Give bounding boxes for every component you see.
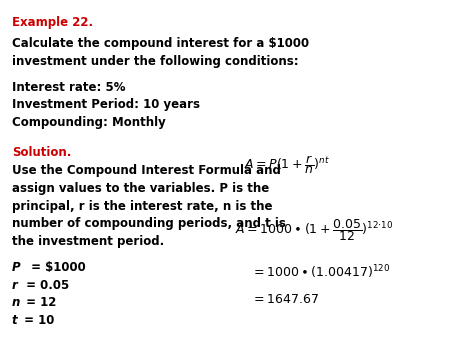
- Text: r: r: [12, 279, 18, 292]
- Text: number of compounding periods, and t is: number of compounding periods, and t is: [12, 217, 286, 230]
- Text: $= 1647.67$: $= 1647.67$: [251, 293, 319, 306]
- Text: investment under the following conditions:: investment under the following condition…: [12, 55, 299, 68]
- Text: $A = 1000\bullet(1+\dfrac{0.05}{12})^{12{\cdot}10}$: $A = 1000\bullet(1+\dfrac{0.05}{12})^{12…: [235, 217, 393, 243]
- Text: Interest rate: 5%: Interest rate: 5%: [12, 81, 125, 94]
- Text: Solution.: Solution.: [12, 146, 71, 159]
- Text: = 12: = 12: [22, 296, 57, 310]
- Text: = 10: = 10: [20, 314, 55, 327]
- Text: P: P: [12, 261, 20, 274]
- Text: assign values to the variables. P is the: assign values to the variables. P is the: [12, 182, 269, 195]
- Text: t: t: [12, 314, 18, 327]
- Text: = $1000: = $1000: [27, 261, 86, 274]
- Text: n: n: [12, 296, 20, 310]
- Text: $A = P(1+\dfrac{r}{n})^{nt}$: $A = P(1+\dfrac{r}{n})^{nt}$: [244, 153, 330, 176]
- Text: Investment Period: 10 years: Investment Period: 10 years: [12, 98, 200, 111]
- Text: the investment period.: the investment period.: [12, 235, 164, 248]
- Text: Use the Compound Interest Formula and: Use the Compound Interest Formula and: [12, 164, 281, 177]
- Text: Example 22.: Example 22.: [12, 16, 93, 29]
- Text: Compounding: Monthly: Compounding: Monthly: [12, 116, 165, 129]
- Text: principal, r is the interest rate, n is the: principal, r is the interest rate, n is …: [12, 200, 273, 213]
- Text: Calculate the compound interest for a $1000: Calculate the compound interest for a $1…: [12, 37, 309, 50]
- Text: $= 1000\bullet(1.00417)^{120}$: $= 1000\bullet(1.00417)^{120}$: [251, 263, 391, 281]
- Text: = 0.05: = 0.05: [22, 279, 70, 292]
